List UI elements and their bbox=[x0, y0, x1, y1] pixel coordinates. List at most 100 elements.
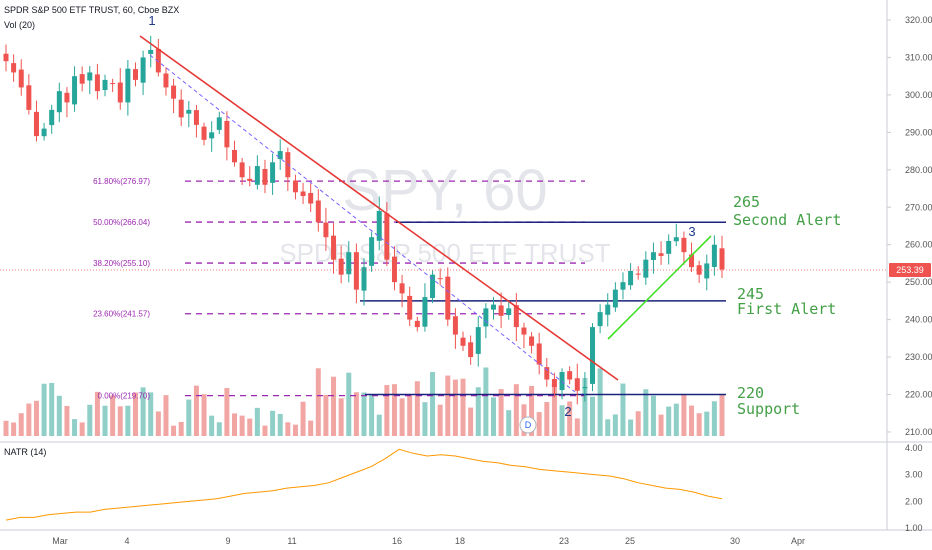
fib-level-label: 0.00%(219.70) bbox=[98, 392, 151, 401]
candle-body bbox=[529, 336, 535, 346]
candle-body bbox=[414, 320, 420, 328]
volume-bar bbox=[544, 402, 550, 436]
price-axis-tick: 290.00 bbox=[905, 127, 932, 137]
dividend-marker[interactable] bbox=[519, 416, 537, 434]
volume-bar bbox=[224, 388, 230, 436]
volume-bar bbox=[33, 400, 39, 436]
volume-bar bbox=[635, 411, 641, 436]
candle-body bbox=[155, 48, 161, 73]
volume-bar bbox=[49, 382, 55, 436]
uptrend-line[interactable] bbox=[607, 235, 712, 340]
volume-bar bbox=[270, 410, 276, 436]
candle-body bbox=[361, 267, 367, 291]
candle-body bbox=[254, 166, 260, 185]
time-axis[interactable]: Mar 4 9 11 16 18 23 25 30 Apr bbox=[52, 536, 805, 546]
volume-bar bbox=[247, 418, 253, 436]
natr-axis-tick: 1.00 bbox=[905, 523, 923, 533]
candle-body bbox=[3, 53, 9, 62]
volume-bar bbox=[673, 403, 679, 436]
wave-3-label: 3 bbox=[688, 224, 695, 239]
volume-bar bbox=[3, 420, 9, 436]
candle-body bbox=[567, 371, 573, 380]
candle-body bbox=[719, 248, 725, 270]
volume-bar bbox=[18, 413, 24, 436]
candle-body bbox=[384, 213, 390, 260]
time-axis-tick: Apr bbox=[791, 536, 805, 546]
downtrend-line[interactable] bbox=[139, 35, 619, 381]
volume-bar bbox=[155, 411, 161, 436]
candle-body bbox=[224, 120, 230, 148]
volume-bar bbox=[597, 368, 603, 436]
candle-body bbox=[49, 109, 55, 126]
candle-body bbox=[643, 259, 649, 278]
candle-body bbox=[635, 273, 641, 275]
candle-body bbox=[33, 111, 39, 137]
volume-bar bbox=[689, 405, 695, 436]
volume-bar bbox=[331, 376, 337, 436]
candle-body bbox=[247, 178, 253, 182]
first-alert-text: First Alert bbox=[737, 300, 836, 318]
volume-bar bbox=[529, 385, 535, 436]
candle-body bbox=[239, 162, 245, 178]
candle-body bbox=[430, 274, 436, 298]
volume-bar bbox=[163, 395, 169, 436]
candle-body bbox=[536, 343, 542, 365]
symbol-legend: SPDR S&P 500 ETF TRUST, 60, Cboe BZX bbox=[4, 5, 180, 15]
natr-line bbox=[5, 448, 723, 521]
volume-bar bbox=[391, 384, 397, 436]
candle-body bbox=[681, 237, 687, 253]
candle-body bbox=[620, 282, 626, 290]
time-axis-tick: 9 bbox=[225, 536, 230, 546]
candle-body bbox=[292, 180, 298, 193]
volume-bar bbox=[56, 395, 62, 436]
price-axis[interactable]: 320.00 310.00 300.00 290.00 280.00 270.00 260.… bbox=[887, 15, 932, 437]
fib-level-label: 50.00%(266.04) bbox=[93, 218, 150, 227]
volume-bar bbox=[369, 394, 375, 436]
natr-axis-tick: 3.00 bbox=[905, 470, 923, 480]
price-axis-tick: 250.00 bbox=[905, 277, 932, 287]
volume-bar bbox=[132, 392, 138, 436]
support-text: Support bbox=[737, 400, 800, 418]
dividend-marker-label: D bbox=[525, 420, 532, 430]
natr-axis[interactable]: 4.00 3.00 2.00 1.00 bbox=[905, 443, 923, 533]
volume-bar bbox=[567, 401, 573, 436]
candle-body bbox=[125, 68, 131, 103]
candle-body bbox=[11, 63, 17, 73]
volume-bar bbox=[513, 384, 519, 436]
volume-bar bbox=[41, 383, 47, 436]
candle-body bbox=[79, 74, 85, 84]
candle-body bbox=[689, 254, 695, 268]
volume-bar bbox=[323, 394, 329, 436]
downtrend-parallel-line[interactable] bbox=[149, 54, 576, 393]
candlesticks bbox=[3, 35, 725, 405]
volume-bar bbox=[186, 399, 192, 436]
price-axis-tick: 320.00 bbox=[905, 15, 932, 25]
volume-bar bbox=[437, 404, 443, 436]
time-axis-tick: 23 bbox=[559, 536, 569, 546]
volume-bar bbox=[277, 413, 283, 436]
wave-1-label: 1 bbox=[148, 13, 155, 28]
candle-body bbox=[498, 305, 504, 316]
time-axis-tick: 16 bbox=[392, 536, 402, 546]
time-axis-tick: 11 bbox=[287, 536, 296, 546]
candle-body bbox=[590, 327, 596, 384]
candle-body bbox=[64, 92, 70, 103]
volume-bar bbox=[87, 404, 93, 436]
volume-bar bbox=[11, 422, 17, 436]
fib-level-label: 61.80%(276.97) bbox=[93, 177, 150, 186]
candle-body bbox=[277, 151, 283, 160]
candle-body bbox=[163, 73, 169, 88]
volume-bar bbox=[574, 418, 580, 436]
candle-body bbox=[666, 240, 672, 254]
volume-bar bbox=[72, 419, 78, 436]
candle-body bbox=[475, 327, 481, 354]
candle-body bbox=[140, 57, 146, 83]
volume-bar bbox=[590, 396, 596, 436]
volume-bar bbox=[300, 401, 306, 436]
volume-bar bbox=[338, 398, 344, 436]
candle-body bbox=[399, 283, 405, 294]
candle-body bbox=[483, 308, 489, 327]
price-pane[interactable] bbox=[0, 0, 887, 442]
volume-bar bbox=[460, 378, 466, 436]
